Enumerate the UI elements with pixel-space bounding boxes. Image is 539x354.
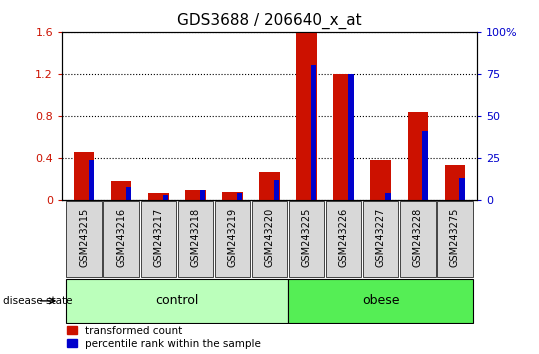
Bar [141, 201, 176, 277]
Bar [288, 279, 473, 323]
Bar [363, 201, 398, 277]
Bar [126, 187, 131, 200]
Bar [185, 189, 205, 200]
Bar [370, 160, 391, 200]
Bar [259, 172, 280, 200]
Bar [311, 65, 316, 200]
Bar [326, 201, 361, 277]
Text: GSM243275: GSM243275 [450, 208, 460, 267]
Text: GSM243225: GSM243225 [301, 208, 312, 267]
Bar [88, 160, 94, 200]
Text: GSM243227: GSM243227 [376, 208, 386, 267]
Text: control: control [155, 295, 198, 307]
Text: GDS3688 / 206640_x_at: GDS3688 / 206640_x_at [177, 12, 362, 29]
Text: GSM243215: GSM243215 [79, 208, 89, 267]
Text: GSM243226: GSM243226 [338, 208, 349, 267]
Bar [422, 131, 427, 200]
Bar [66, 279, 288, 323]
Bar [178, 201, 213, 277]
Bar [74, 152, 94, 200]
Text: GSM243220: GSM243220 [265, 208, 274, 267]
Bar [296, 32, 317, 200]
Text: obese: obese [362, 295, 399, 307]
Bar [222, 192, 243, 200]
Text: GSM243218: GSM243218 [190, 208, 201, 267]
Text: disease state: disease state [3, 296, 72, 306]
Text: GSM243228: GSM243228 [413, 208, 423, 267]
Bar [334, 74, 354, 200]
Bar [348, 74, 354, 200]
Bar [252, 201, 287, 277]
Bar [163, 195, 168, 200]
Legend: transformed count, percentile rank within the sample: transformed count, percentile rank withi… [67, 326, 261, 349]
Bar [148, 193, 169, 200]
Bar [459, 178, 465, 200]
Text: GSM243219: GSM243219 [227, 208, 238, 267]
Bar [215, 201, 250, 277]
Bar [400, 201, 436, 277]
Bar [385, 193, 391, 200]
Text: GSM243216: GSM243216 [116, 208, 126, 267]
Bar [237, 193, 243, 200]
Bar [66, 201, 102, 277]
Bar [407, 112, 428, 200]
Bar [111, 181, 132, 200]
Bar [289, 201, 324, 277]
Text: GSM243217: GSM243217 [153, 208, 163, 267]
Bar [274, 180, 279, 200]
Bar [200, 190, 205, 200]
Bar [437, 201, 473, 277]
Bar [103, 201, 139, 277]
Bar [445, 165, 465, 200]
